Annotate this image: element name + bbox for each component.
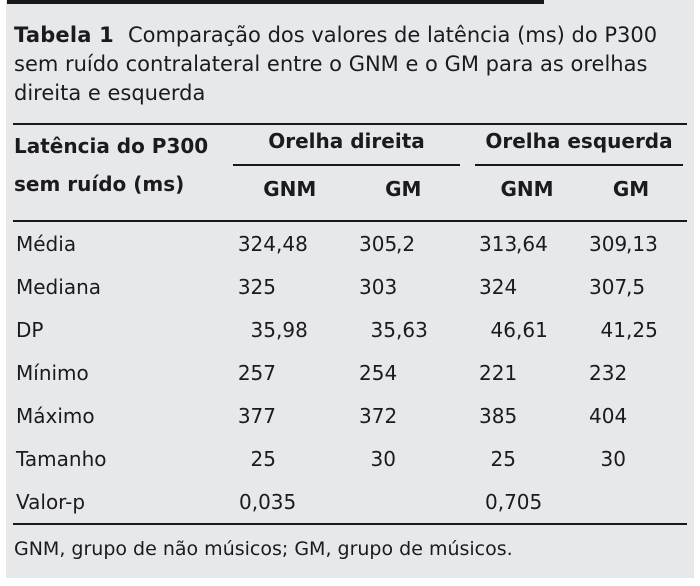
row-label: Valor-p	[16, 489, 86, 514]
group-rule	[233, 164, 460, 166]
row-label: Tamanho	[16, 446, 107, 471]
column-group-left-ear: Orelha esquerda GNM GM	[475, 125, 683, 220]
value-cell: 324,48	[237, 231, 308, 256]
caption-line: sem ruído contralateral entre o GNM e o …	[14, 52, 648, 76]
table-row: DP 35,98 35,63 46,61 41,25	[6, 308, 694, 351]
subcol-header-gnm: GNM	[263, 177, 317, 201]
table-row: Média 324,48 305,2 313,64 309,13	[6, 222, 694, 265]
value-cell: 30	[600, 446, 626, 471]
value-cell: 46,61	[490, 317, 548, 342]
value-cell: 0,035	[239, 489, 297, 514]
row-label: Média	[16, 231, 77, 256]
subcol-header-gm: GM	[612, 177, 650, 201]
table-row: Mediana 325 303 324 307,5	[6, 265, 694, 308]
subcol-headers: GNM GM	[233, 177, 460, 201]
caption-label: Tabela 1	[14, 23, 114, 47]
value-cell: 324	[479, 274, 518, 299]
group-rule	[475, 164, 683, 166]
table-caption: Tabela 1 Comparação dos valores de latênc…	[6, 0, 694, 108]
subcol-header-gm: GM	[385, 177, 422, 201]
value-cell: 372	[359, 403, 398, 428]
value-cell: 303	[359, 274, 398, 299]
value-cell: 325	[237, 274, 276, 299]
stub-header-line2: sem ruído (ms)	[14, 172, 185, 196]
value-cell: 254	[359, 360, 398, 385]
value-cell: 313,64	[479, 231, 548, 256]
row-label: DP	[16, 317, 44, 342]
row-label: Mediana	[16, 274, 101, 299]
group-label-left-ear: Orelha esquerda	[485, 129, 673, 153]
value-cell: 307,5	[589, 274, 646, 299]
value-cell: 232	[589, 360, 628, 385]
table-panel: Tabela 1 Comparação dos valores de latênc…	[6, 0, 694, 578]
top-rule	[7, 0, 544, 4]
value-cell: 25	[250, 446, 276, 471]
stub-header-line1: Latência do P300	[14, 134, 209, 158]
subcol-headers: GNM GM	[475, 177, 683, 201]
value-cell: 0,705	[485, 489, 543, 514]
rule-above-footnote	[13, 523, 687, 525]
row-label: Mínimo	[16, 360, 89, 385]
table-body: Média 324,48 305,2 313,64 309,13 Mediana 325 30…	[6, 222, 694, 523]
group-label-right-ear: Orelha direita	[268, 129, 425, 153]
footnote: GNM, grupo de não músicos; GM, grupo de …	[14, 538, 513, 560]
stub-header: Latência do P300 sem ruído (ms)	[14, 127, 208, 203]
value-cell: 221	[479, 360, 518, 385]
value-cell: 385	[479, 403, 518, 428]
value-cell: 35,63	[370, 317, 428, 342]
caption-line: direita e esquerda	[14, 81, 206, 105]
value-cell: 305,2	[359, 231, 416, 256]
value-cell: 404	[589, 403, 628, 428]
table-header: Latência do P300 sem ruído (ms) Orelha d…	[6, 125, 694, 220]
table-row: Valor-p 0,035 0,705	[6, 480, 694, 523]
value-cell: 309,13	[589, 231, 658, 256]
table-row: Máximo 377 372 385 404	[6, 394, 694, 437]
caption-text: Comparação dos valores de latência (ms) …	[127, 23, 658, 47]
subcol-header-gnm: GNM	[500, 177, 554, 201]
value-cell: 35,98	[250, 317, 308, 342]
row-label: Máximo	[16, 403, 95, 428]
table-row: Tamanho 25 30 25 30	[6, 437, 694, 480]
caption-line: Tabela 1 Comparação dos valores de latênc…	[14, 21, 676, 50]
rule-below-header	[13, 220, 687, 222]
value-cell: 25	[490, 446, 516, 471]
table-row: Mínimo 257 254 221 232	[6, 351, 694, 394]
column-group-right-ear: Orelha direita GNM GM	[233, 125, 460, 220]
rule-below-caption	[13, 123, 687, 125]
value-cell: 41,25	[600, 317, 658, 342]
value-cell: 377	[237, 403, 276, 428]
value-cell: 257	[237, 360, 276, 385]
value-cell: 30	[370, 446, 396, 471]
